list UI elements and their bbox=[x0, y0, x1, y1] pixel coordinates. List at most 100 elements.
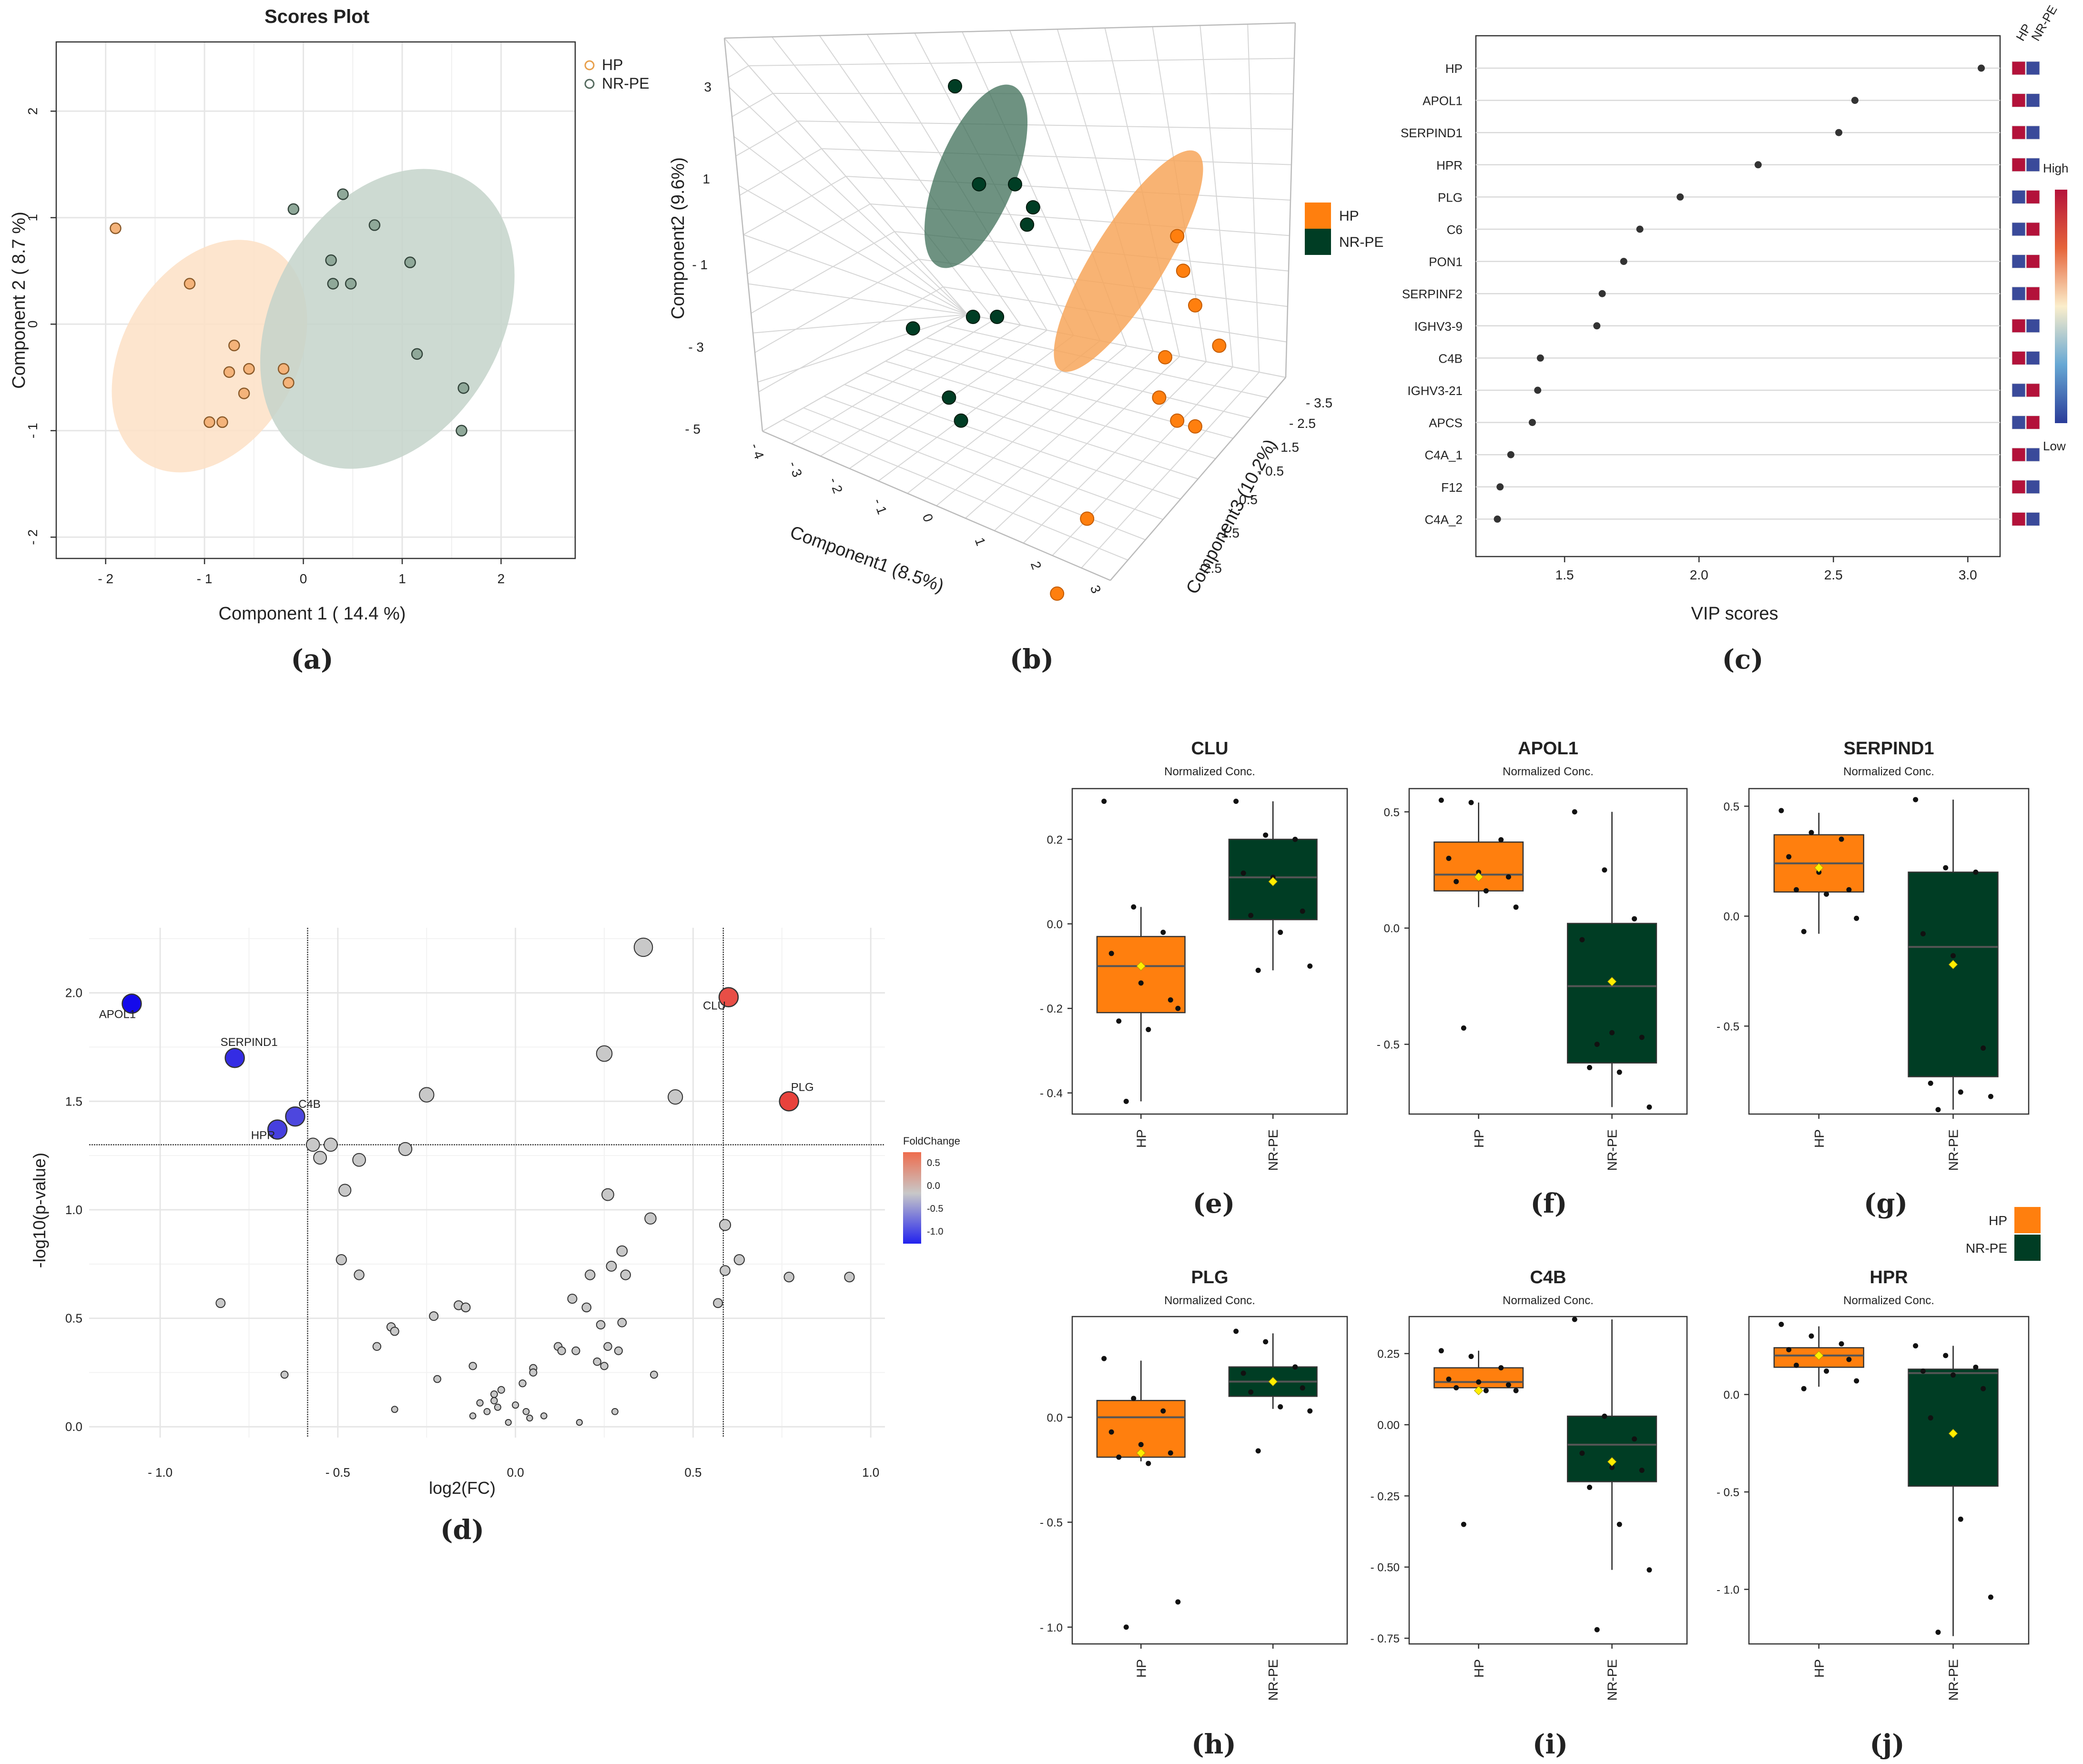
volcano-point bbox=[540, 1412, 548, 1419]
volcano-point bbox=[571, 1346, 580, 1355]
hp-sample-dot bbox=[1483, 1388, 1489, 1393]
hp-box bbox=[1433, 841, 1524, 892]
heat-cell bbox=[2012, 286, 2026, 301]
colorbar-low-label: Low bbox=[2043, 439, 2066, 453]
x-tick-label: 0.0 bbox=[507, 1465, 524, 1480]
x-tick-label: 2 bbox=[498, 571, 505, 586]
vip-score-dot bbox=[1528, 419, 1536, 426]
nrpe-sample-dot bbox=[1943, 865, 1949, 871]
hp-sample-dot bbox=[1839, 1341, 1844, 1347]
x-category-label: HP bbox=[1812, 1659, 1827, 1678]
heat-cell bbox=[2026, 254, 2040, 269]
hp-sample-dot bbox=[1824, 892, 1829, 897]
volcano-point bbox=[372, 1342, 382, 1351]
hp-sample-dot bbox=[1505, 1382, 1511, 1388]
panel-b-3d-scores-plot: - 5 - 3 - 1 1 3 - 4 - 3 - 2 - 1 0 1 2 3 - 3.5 - 2.5 - 1… bbox=[668, 22, 1383, 601]
x-category-label: NR-PE bbox=[1605, 1129, 1620, 1171]
boxplot-title: SERPIND1 bbox=[1843, 739, 1934, 759]
volcano-point bbox=[505, 1419, 512, 1426]
legend-label: NR-PE bbox=[1966, 1241, 2007, 1256]
boxplot-title: APOL1 bbox=[1518, 739, 1578, 759]
x-tick-label: 1.5 bbox=[1555, 568, 1574, 582]
z-tick-label: 0.5 bbox=[1239, 492, 1258, 507]
nrpe-sample-dot bbox=[1646, 1104, 1652, 1110]
hp-sample-dot bbox=[1131, 1396, 1137, 1401]
hp-sample-dot bbox=[1461, 1521, 1466, 1527]
legend-label: HP bbox=[1989, 1213, 2007, 1228]
hp-sample-dot bbox=[1138, 1442, 1144, 1448]
nrpe-sample-dot bbox=[1988, 1594, 1993, 1600]
nrpe-sample-dot bbox=[1248, 1389, 1254, 1395]
vip-score-dot bbox=[1620, 258, 1627, 265]
volcano-point bbox=[483, 1408, 491, 1415]
nrpe-sample-dot bbox=[1973, 1364, 1979, 1370]
volcano-point bbox=[713, 1298, 723, 1308]
boxplot-subtitle: Normalized Conc. bbox=[1164, 765, 1255, 778]
protein-label: HPR bbox=[1436, 158, 1463, 172]
nrpe-score-point bbox=[457, 382, 469, 394]
heat-cell bbox=[2026, 125, 2040, 140]
volcano-point bbox=[585, 1269, 596, 1280]
nrpe-sample-dot bbox=[1233, 1328, 1239, 1334]
hp-sample-dot bbox=[1854, 1378, 1859, 1384]
nrpe-sample-dot bbox=[1300, 908, 1305, 914]
nrpe-mean-marker bbox=[1268, 877, 1278, 886]
hp-sample-dot bbox=[1854, 915, 1859, 921]
heat-cell bbox=[2012, 512, 2026, 526]
boxplot-subtitle: Normalized Conc. bbox=[1503, 765, 1594, 778]
x-category-label: NR-PE bbox=[1605, 1659, 1620, 1701]
volcano-point bbox=[335, 1254, 347, 1266]
legend-label: NR-PE bbox=[1339, 234, 1383, 250]
hp-score-point bbox=[216, 416, 228, 428]
nrpe-score-point bbox=[325, 254, 337, 266]
nrpe-sample-dot bbox=[1632, 1436, 1637, 1442]
grid-line bbox=[733, 136, 968, 315]
nrpe-sample-dot bbox=[1233, 799, 1239, 804]
nrpe-sample-dot bbox=[1255, 1448, 1261, 1454]
vip-score-dot bbox=[1534, 386, 1542, 394]
vip-score-dot bbox=[1677, 193, 1684, 201]
x-tick-label: 3 bbox=[1087, 583, 1104, 595]
significant-point bbox=[122, 994, 142, 1014]
hp-3d-point bbox=[1176, 264, 1190, 278]
legend-swatch bbox=[1305, 203, 1331, 229]
vip-score-dot bbox=[1598, 290, 1606, 297]
point-label: APOL1 bbox=[99, 1008, 136, 1021]
hp-3d-point bbox=[1188, 298, 1202, 313]
grid-line bbox=[885, 361, 1216, 459]
hp-score-point bbox=[223, 366, 235, 378]
nrpe-3d-point bbox=[905, 321, 920, 336]
grid-line bbox=[728, 65, 749, 78]
box-edge bbox=[724, 22, 1296, 39]
grid-line bbox=[926, 337, 1251, 419]
x-tick-label: 2.5 bbox=[1824, 568, 1843, 582]
y-tick-label: - 0.2 bbox=[1040, 1003, 1063, 1015]
panel-letter: (e) bbox=[1193, 1188, 1235, 1219]
nrpe-sample-dot bbox=[1594, 1042, 1600, 1047]
nrpe-3d-point bbox=[1008, 177, 1022, 192]
y-tick-label: - 0.50 bbox=[1371, 1561, 1400, 1574]
y-tick-label: - 1.0 bbox=[1717, 1584, 1739, 1597]
grid-line bbox=[758, 286, 944, 393]
nrpe-sample-dot bbox=[1973, 869, 1979, 875]
hp-sample-dot bbox=[1786, 1347, 1792, 1353]
nrpe-mean-marker bbox=[1948, 960, 1958, 969]
y-tick-label: 2 bbox=[25, 107, 40, 115]
heat-cell bbox=[2026, 351, 2040, 365]
hp-sample-dot bbox=[1468, 1354, 1474, 1359]
hp-3d-point bbox=[1158, 350, 1172, 365]
nrpe-3d-point bbox=[990, 310, 1005, 324]
y-tick-label: 1 bbox=[25, 214, 40, 222]
volcano-point bbox=[419, 1087, 435, 1103]
hp-score-point bbox=[238, 387, 250, 399]
nrpe-sample-dot bbox=[1240, 1370, 1246, 1376]
hp-box bbox=[1096, 1399, 1186, 1458]
heat-cell bbox=[2026, 416, 2040, 430]
grid-line bbox=[732, 93, 773, 117]
nrpe-sample-dot bbox=[1572, 1317, 1577, 1322]
hp-sample-dot bbox=[1175, 1599, 1181, 1605]
y-axis-label: Component 2 ( 8.7 %) bbox=[9, 212, 29, 389]
nrpe-sample-dot bbox=[1943, 1353, 1949, 1358]
y-tick-label: 0.0 bbox=[1724, 911, 1739, 923]
significant-point bbox=[285, 1106, 305, 1127]
